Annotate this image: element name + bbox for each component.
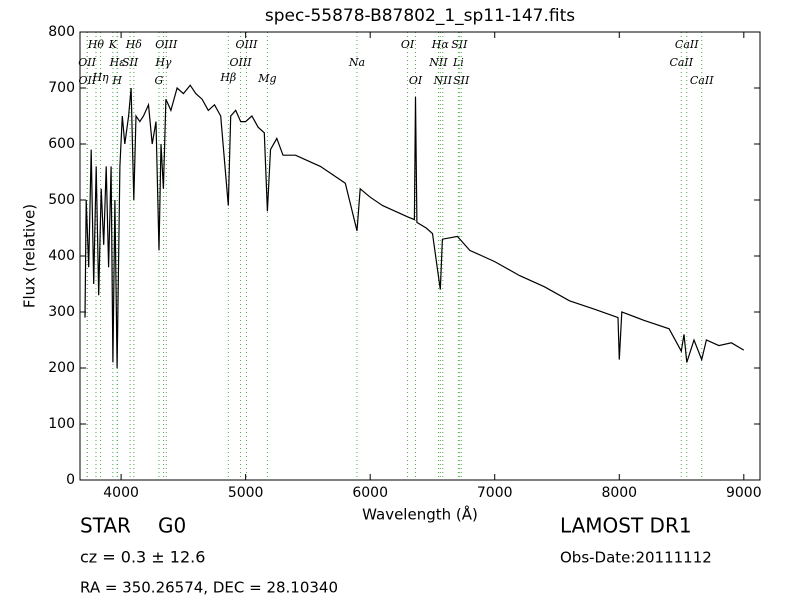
spectral-line-label: OIII <box>235 38 258 51</box>
spectral-line-label: SII <box>451 38 468 51</box>
spectral-line-label: CaII <box>690 74 714 87</box>
x-tick-label: 5000 <box>228 485 264 501</box>
spectral-line-label: OII <box>78 74 96 87</box>
y-tick-label: 500 <box>48 192 75 208</box>
spectral-line-label: Hβ <box>219 71 236 84</box>
chart-title: spec-55878-B87802_1_sp11-147.fits <box>265 6 575 26</box>
spectral-line-label: CaII <box>669 56 693 69</box>
y-tick-label: 800 <box>48 24 75 40</box>
y-tick-label: 100 <box>48 416 75 432</box>
y-tick-label: 700 <box>48 80 75 96</box>
annotation: G0 <box>158 514 186 538</box>
spectral-line-label: SII <box>122 56 139 69</box>
y-tick-label: 300 <box>48 304 75 320</box>
spectral-line-label: Hα <box>431 38 450 51</box>
spectral-line-label: Mg <box>257 72 276 85</box>
annotation: LAMOST DR1 <box>560 514 692 538</box>
spectral-line-label: Li <box>452 56 464 69</box>
y-axis-label: Flux (relative) <box>21 204 39 308</box>
spectral-line-label: G <box>155 74 164 87</box>
plot-frame <box>79 31 761 481</box>
spectral-line-label: OI <box>401 38 415 51</box>
spectral-line-label: Na <box>348 56 365 69</box>
spectrum-line <box>84 84 745 369</box>
spectral-line-label: OIII <box>155 38 178 51</box>
y-tick-label: 200 <box>48 360 75 376</box>
y-tick-label: 0 <box>66 472 75 488</box>
y-tick-label: 600 <box>48 136 75 152</box>
annotation: cz = 0.3 ± 12.6 <box>80 548 205 567</box>
spectral-line-label: Hθ <box>87 38 105 51</box>
x-tick-label: 8000 <box>601 485 637 501</box>
y-tick-label: 400 <box>48 248 75 264</box>
spectral-line-label: CaII <box>675 38 699 51</box>
annotation: RA = 350.26574, DEC = 28.10340 <box>80 579 338 597</box>
x-axis-label: Wavelength (Å) <box>362 505 478 524</box>
spectral-line-label: Hδ <box>125 38 143 51</box>
spectral-line-label: NII <box>428 56 448 69</box>
spectral-line-label: OI <box>409 74 423 87</box>
x-tick-label: 6000 <box>352 485 388 501</box>
spectral-line-label: Hε <box>109 56 126 69</box>
x-tick-label: 7000 <box>477 485 513 501</box>
spectral-line-label: Hγ <box>154 56 172 69</box>
spectral-line-label: SII <box>453 74 470 87</box>
spectral-line-label: H <box>111 74 122 87</box>
spectral-line-label: Hη <box>91 71 109 84</box>
annotation: STAR <box>80 514 131 538</box>
spectral-line-label: K <box>108 38 118 51</box>
spectral-line-label: NII <box>433 74 453 87</box>
x-tick-label: 4000 <box>103 485 139 501</box>
spectral-line-label: OIII <box>230 56 253 69</box>
annotation: Obs-Date:20111112 <box>560 549 712 567</box>
x-tick-label: 9000 <box>726 485 762 501</box>
spectral-line-label: OII <box>78 56 96 69</box>
